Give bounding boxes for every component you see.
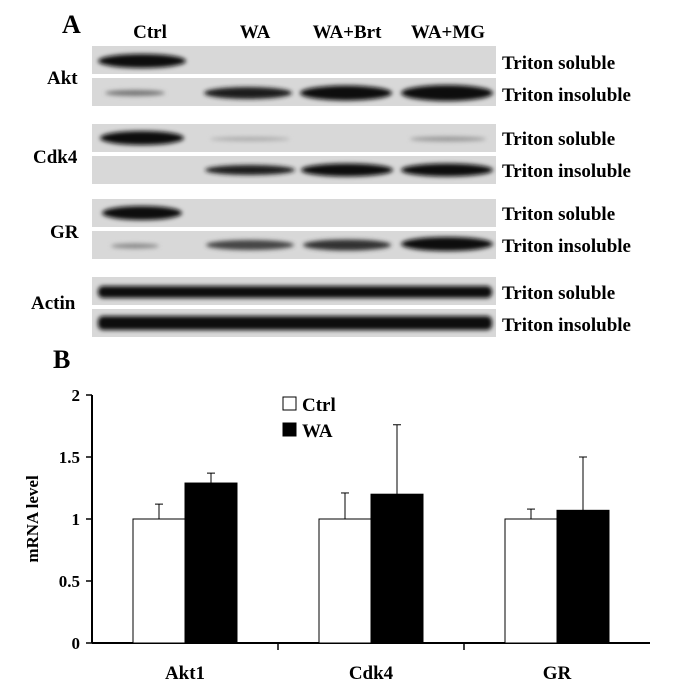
band — [210, 137, 290, 141]
band — [401, 163, 493, 177]
fraction-label: Triton insoluble — [502, 161, 631, 182]
protein-label-cdk4: Cdk4 — [33, 147, 78, 168]
fraction-label: Triton soluble — [502, 204, 616, 225]
x-tick-label: Cdk4 — [349, 663, 394, 684]
y-tick-label: 0 — [72, 634, 81, 653]
lane-label-wa-mg: WA+MG — [410, 22, 486, 43]
band — [410, 136, 486, 142]
bar-ctrl-gr — [504, 518, 558, 644]
band — [98, 54, 186, 68]
lane-label-ctrl: Ctrl — [133, 22, 167, 43]
bar-ctrl-cdk4 — [318, 518, 372, 644]
blot-divider — [92, 75, 496, 77]
protein-label-gr: GR — [50, 222, 79, 243]
bar-wa-akt1 — [184, 482, 238, 644]
band — [100, 131, 184, 145]
fraction-label: Triton soluble — [502, 53, 616, 74]
blot-divider — [92, 153, 496, 155]
legend-label-wa: WA — [302, 421, 333, 442]
fraction-label: Triton insoluble — [502, 236, 631, 257]
band — [205, 165, 295, 175]
protein-label-akt: Akt — [47, 68, 78, 89]
y-tick-label: 1 — [72, 510, 81, 529]
y-tick-label: 0.5 — [59, 572, 80, 591]
fraction-label: Triton insoluble — [502, 315, 631, 336]
band — [300, 85, 392, 101]
band — [98, 286, 492, 298]
band — [206, 240, 294, 250]
protein-label-actin: Actin — [31, 293, 76, 314]
band — [303, 239, 391, 251]
x-tick-label: Akt1 — [165, 663, 205, 684]
y-tick-label: 1.5 — [59, 448, 80, 467]
bar-ctrl-akt1 — [132, 518, 186, 644]
fraction-label: Triton soluble — [502, 283, 616, 304]
x-tick-label: GR — [543, 663, 572, 684]
band — [102, 206, 182, 220]
bar-wa-cdk4 — [370, 493, 424, 644]
y-axis-label: mRNA level — [23, 475, 42, 563]
legend-swatch-wa — [282, 422, 297, 437]
bar-wa-gr — [556, 509, 610, 644]
blot-bands — [98, 54, 493, 330]
band — [401, 85, 493, 101]
fraction-label: Triton insoluble — [502, 85, 631, 106]
panel-b-letter: B — [53, 345, 71, 374]
band — [98, 316, 492, 330]
band — [301, 163, 393, 177]
blot-divider — [92, 306, 496, 308]
legend-swatch-ctrl — [282, 396, 297, 411]
lane-label-wa-brt: WA+Brt — [312, 22, 382, 43]
lane-label-wa: WA — [239, 22, 271, 43]
band — [105, 90, 165, 96]
blot-divider — [92, 228, 496, 230]
fraction-label: Triton soluble — [502, 129, 616, 150]
legend-label-ctrl: Ctrl — [302, 395, 336, 416]
panel-a-letter: A — [62, 10, 81, 39]
y-tick-label: 2 — [72, 386, 81, 405]
band — [401, 237, 493, 251]
bar-chart: 0 0.5 1 1.5 2 mRNA level Akt1 Cdk4 GR Ctrl WA — [23, 386, 650, 684]
band — [111, 243, 159, 249]
band — [204, 87, 292, 99]
